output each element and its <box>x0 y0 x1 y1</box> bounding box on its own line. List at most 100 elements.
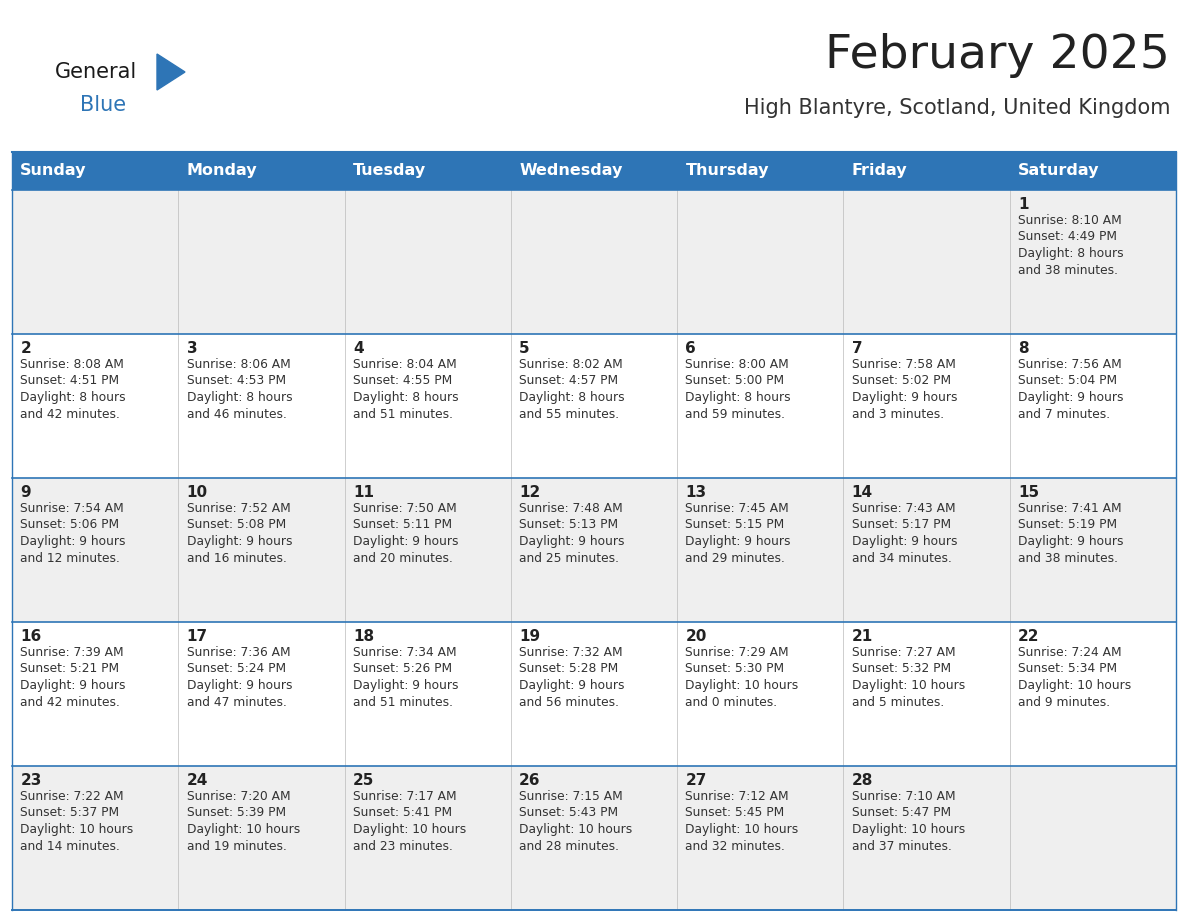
Text: High Blantyre, Scotland, United Kingdom: High Blantyre, Scotland, United Kingdom <box>744 98 1170 118</box>
Text: Daylight: 9 hours: Daylight: 9 hours <box>685 535 791 548</box>
Text: Sunset: 5:21 PM: Sunset: 5:21 PM <box>20 662 120 676</box>
Text: Sunset: 5:39 PM: Sunset: 5:39 PM <box>187 806 286 819</box>
Text: Daylight: 9 hours: Daylight: 9 hours <box>852 391 958 404</box>
Text: Sunrise: 8:06 AM: Sunrise: 8:06 AM <box>187 358 290 371</box>
Text: and 47 minutes.: and 47 minutes. <box>187 696 286 709</box>
Text: and 12 minutes.: and 12 minutes. <box>20 552 120 565</box>
Text: and 28 minutes.: and 28 minutes. <box>519 839 619 853</box>
Text: Sunrise: 7:45 AM: Sunrise: 7:45 AM <box>685 501 789 515</box>
Text: and 51 minutes.: and 51 minutes. <box>353 696 453 709</box>
Text: Sunset: 5:28 PM: Sunset: 5:28 PM <box>519 662 619 676</box>
Text: Sunset: 5:30 PM: Sunset: 5:30 PM <box>685 662 784 676</box>
Text: Daylight: 9 hours: Daylight: 9 hours <box>1018 535 1124 548</box>
Text: Sunset: 4:51 PM: Sunset: 4:51 PM <box>20 375 120 387</box>
Text: Daylight: 8 hours: Daylight: 8 hours <box>20 391 126 404</box>
Text: Sunrise: 7:34 AM: Sunrise: 7:34 AM <box>353 645 456 658</box>
Text: 13: 13 <box>685 485 707 500</box>
Text: and 14 minutes.: and 14 minutes. <box>20 839 120 853</box>
Text: Sunrise: 7:22 AM: Sunrise: 7:22 AM <box>20 789 124 802</box>
Text: Sunrise: 7:29 AM: Sunrise: 7:29 AM <box>685 645 789 658</box>
Text: and 56 minutes.: and 56 minutes. <box>519 696 619 709</box>
Text: Daylight: 10 hours: Daylight: 10 hours <box>1018 679 1131 692</box>
Text: Daylight: 10 hours: Daylight: 10 hours <box>685 823 798 836</box>
Text: and 3 minutes.: and 3 minutes. <box>852 408 944 420</box>
Bar <box>12 622 1176 766</box>
Text: 3: 3 <box>187 341 197 356</box>
Text: Daylight: 10 hours: Daylight: 10 hours <box>20 823 133 836</box>
Text: Sunset: 5:17 PM: Sunset: 5:17 PM <box>852 519 950 532</box>
Text: Sunrise: 7:32 AM: Sunrise: 7:32 AM <box>519 645 623 658</box>
Text: Sunrise: 7:17 AM: Sunrise: 7:17 AM <box>353 789 456 802</box>
Polygon shape <box>157 54 185 90</box>
Text: Sunrise: 7:58 AM: Sunrise: 7:58 AM <box>852 358 955 371</box>
Text: Sunrise: 8:00 AM: Sunrise: 8:00 AM <box>685 358 789 371</box>
Text: Sunrise: 7:36 AM: Sunrise: 7:36 AM <box>187 645 290 658</box>
Text: Thursday: Thursday <box>685 163 769 178</box>
Text: Sunrise: 8:08 AM: Sunrise: 8:08 AM <box>20 358 125 371</box>
Text: Sunrise: 7:27 AM: Sunrise: 7:27 AM <box>852 645 955 658</box>
Text: 18: 18 <box>353 629 374 644</box>
Text: Tuesday: Tuesday <box>353 163 426 178</box>
Text: Sunset: 5:06 PM: Sunset: 5:06 PM <box>20 519 120 532</box>
Text: Daylight: 9 hours: Daylight: 9 hours <box>187 535 292 548</box>
Text: Blue: Blue <box>80 95 126 115</box>
Text: Daylight: 8 hours: Daylight: 8 hours <box>353 391 459 404</box>
Text: Sunset: 5:02 PM: Sunset: 5:02 PM <box>852 375 950 387</box>
Text: Sunrise: 7:20 AM: Sunrise: 7:20 AM <box>187 789 290 802</box>
Text: 5: 5 <box>519 341 530 356</box>
Bar <box>12 190 1176 334</box>
Text: Sunset: 4:49 PM: Sunset: 4:49 PM <box>1018 230 1117 243</box>
Text: and 38 minutes.: and 38 minutes. <box>1018 552 1118 565</box>
Text: Sunrise: 7:56 AM: Sunrise: 7:56 AM <box>1018 358 1121 371</box>
Text: Daylight: 10 hours: Daylight: 10 hours <box>852 823 965 836</box>
Text: Daylight: 9 hours: Daylight: 9 hours <box>20 535 126 548</box>
Text: Daylight: 8 hours: Daylight: 8 hours <box>187 391 292 404</box>
Text: and 25 minutes.: and 25 minutes. <box>519 552 619 565</box>
Text: Sunrise: 7:10 AM: Sunrise: 7:10 AM <box>852 789 955 802</box>
Text: General: General <box>55 62 138 82</box>
Text: 15: 15 <box>1018 485 1040 500</box>
Text: Sunrise: 7:48 AM: Sunrise: 7:48 AM <box>519 501 623 515</box>
Text: Sunset: 5:11 PM: Sunset: 5:11 PM <box>353 519 451 532</box>
Text: Daylight: 9 hours: Daylight: 9 hours <box>353 679 459 692</box>
Bar <box>12 152 1176 190</box>
Text: 1: 1 <box>1018 197 1029 212</box>
Text: Daylight: 9 hours: Daylight: 9 hours <box>1018 391 1124 404</box>
Text: Sunrise: 7:39 AM: Sunrise: 7:39 AM <box>20 645 124 658</box>
Text: and 51 minutes.: and 51 minutes. <box>353 408 453 420</box>
Text: 26: 26 <box>519 773 541 788</box>
Text: Sunrise: 7:52 AM: Sunrise: 7:52 AM <box>187 501 290 515</box>
Text: 22: 22 <box>1018 629 1040 644</box>
Text: and 0 minutes.: and 0 minutes. <box>685 696 778 709</box>
Text: Sunset: 5:43 PM: Sunset: 5:43 PM <box>519 806 618 819</box>
Text: and 9 minutes.: and 9 minutes. <box>1018 696 1110 709</box>
Text: Daylight: 9 hours: Daylight: 9 hours <box>519 535 625 548</box>
Text: Sunrise: 8:04 AM: Sunrise: 8:04 AM <box>353 358 456 371</box>
Text: 10: 10 <box>187 485 208 500</box>
Text: 21: 21 <box>852 629 873 644</box>
Text: Sunset: 5:41 PM: Sunset: 5:41 PM <box>353 806 451 819</box>
Text: and 32 minutes.: and 32 minutes. <box>685 839 785 853</box>
Text: and 34 minutes.: and 34 minutes. <box>852 552 952 565</box>
Text: and 42 minutes.: and 42 minutes. <box>20 408 120 420</box>
Text: 11: 11 <box>353 485 374 500</box>
Text: and 42 minutes.: and 42 minutes. <box>20 696 120 709</box>
Text: and 46 minutes.: and 46 minutes. <box>187 408 286 420</box>
Text: Sunset: 5:45 PM: Sunset: 5:45 PM <box>685 806 785 819</box>
Text: Sunset: 5:32 PM: Sunset: 5:32 PM <box>852 662 950 676</box>
Text: and 23 minutes.: and 23 minutes. <box>353 839 453 853</box>
Text: and 5 minutes.: and 5 minutes. <box>852 696 944 709</box>
Text: 28: 28 <box>852 773 873 788</box>
Text: Daylight: 10 hours: Daylight: 10 hours <box>685 679 798 692</box>
Text: 16: 16 <box>20 629 42 644</box>
Text: and 38 minutes.: and 38 minutes. <box>1018 263 1118 276</box>
Text: Daylight: 10 hours: Daylight: 10 hours <box>187 823 299 836</box>
Text: and 7 minutes.: and 7 minutes. <box>1018 408 1110 420</box>
Text: 8: 8 <box>1018 341 1029 356</box>
Text: February 2025: February 2025 <box>826 32 1170 77</box>
Text: Sunset: 4:53 PM: Sunset: 4:53 PM <box>187 375 286 387</box>
Text: Sunrise: 7:43 AM: Sunrise: 7:43 AM <box>852 501 955 515</box>
Text: Daylight: 8 hours: Daylight: 8 hours <box>685 391 791 404</box>
Text: Daylight: 8 hours: Daylight: 8 hours <box>1018 247 1124 260</box>
Text: 6: 6 <box>685 341 696 356</box>
